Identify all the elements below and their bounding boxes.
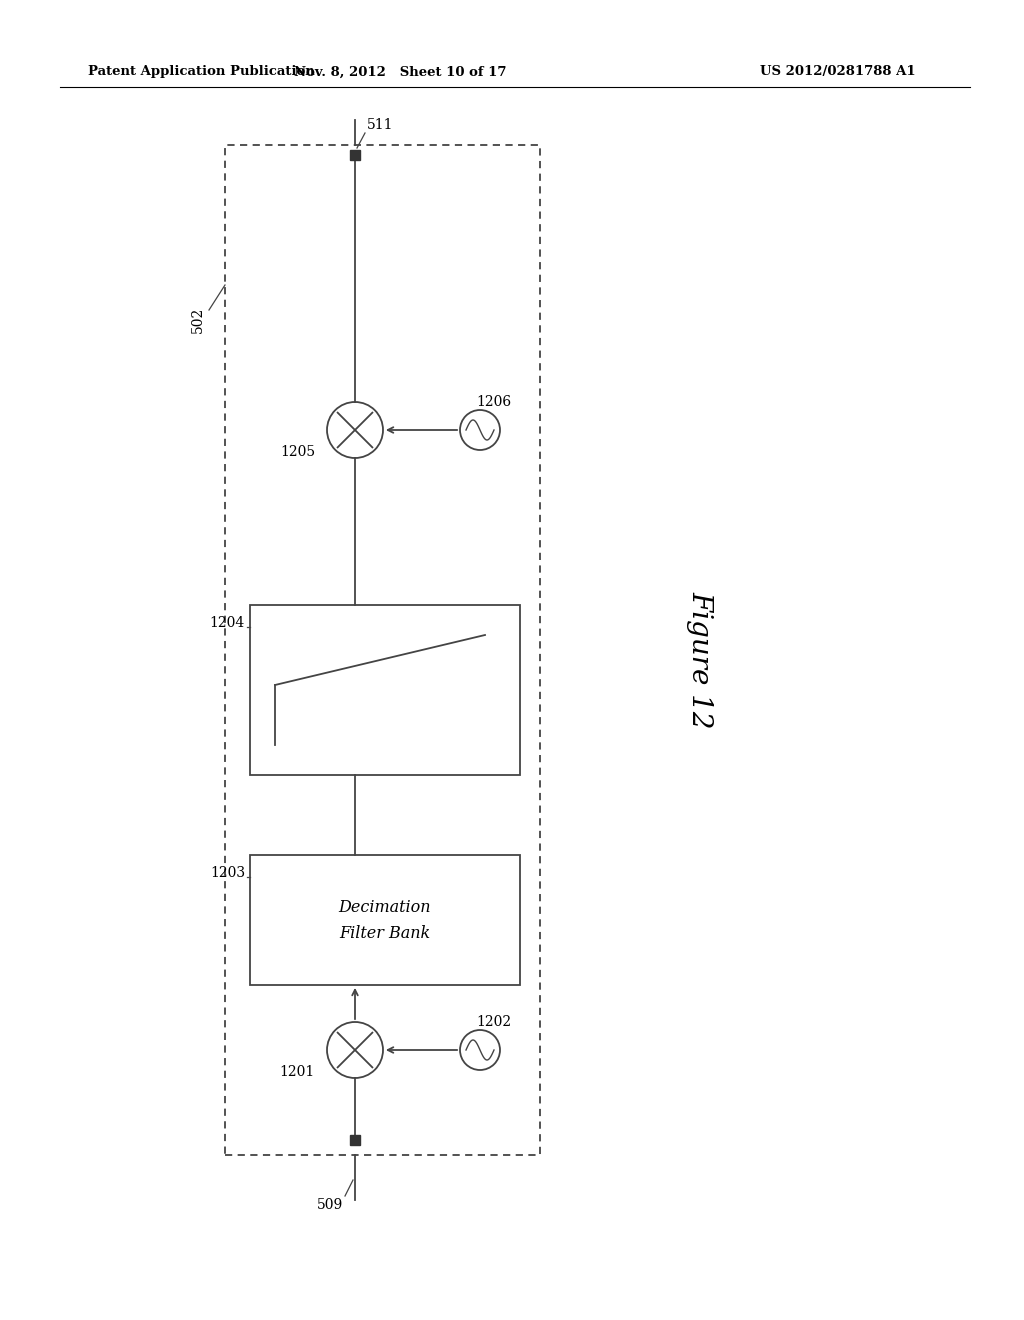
- Text: 1202: 1202: [476, 1015, 511, 1030]
- Text: 502: 502: [191, 306, 205, 333]
- Text: 1204: 1204: [210, 616, 245, 630]
- Text: Nov. 8, 2012   Sheet 10 of 17: Nov. 8, 2012 Sheet 10 of 17: [294, 66, 506, 78]
- Bar: [225, 145, 540, 1155]
- Text: Patent Application Publication: Patent Application Publication: [88, 66, 314, 78]
- Text: 1203: 1203: [210, 866, 245, 880]
- Text: 511: 511: [367, 117, 393, 132]
- Text: 1206: 1206: [476, 395, 511, 409]
- Text: Filter Bank: Filter Bank: [339, 925, 431, 942]
- Bar: [250, 855, 520, 985]
- Text: Decimation: Decimation: [339, 899, 431, 916]
- Text: 1201: 1201: [280, 1065, 315, 1078]
- Text: US 2012/0281788 A1: US 2012/0281788 A1: [760, 66, 915, 78]
- Text: 1205: 1205: [280, 445, 315, 459]
- Text: 509: 509: [316, 1199, 343, 1212]
- Bar: [250, 605, 520, 775]
- Text: Figure 12: Figure 12: [686, 591, 714, 729]
